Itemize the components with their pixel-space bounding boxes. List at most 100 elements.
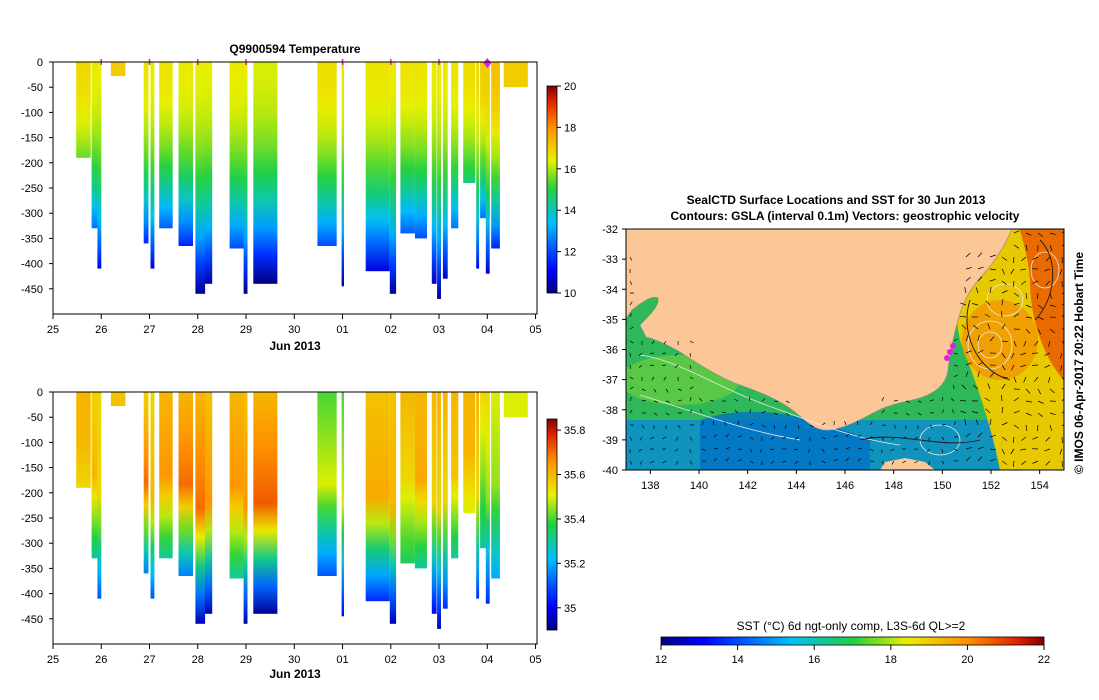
velocity-vector (881, 397, 884, 402)
velocity-vector (661, 352, 667, 354)
velocity-vector (1020, 436, 1027, 441)
velocity-vector (905, 400, 910, 403)
y-tick-label: -250 (21, 183, 43, 195)
velocity-vector (773, 400, 779, 402)
velocity-vector (794, 448, 799, 451)
velocity-vector (629, 326, 634, 330)
x-tick-label: 05 (529, 324, 541, 336)
velocity-vector (653, 412, 658, 416)
lon-tick-label: 148 (884, 480, 902, 492)
velocity-vector (857, 447, 862, 450)
sst-map: SealCTD Surface Locations and SST for 30… (602, 193, 1086, 666)
profile-column (76, 62, 91, 158)
salinity-colorbar (546, 418, 558, 631)
velocity-vector (869, 421, 873, 426)
x-tick-label: 27 (143, 324, 155, 336)
lat-tick-label: -34 (602, 284, 618, 296)
velocity-vector (722, 411, 727, 414)
velocity-vector (689, 364, 692, 369)
velocity-vector (770, 460, 775, 464)
velocity-vector (675, 460, 679, 465)
velocity-vector (1049, 232, 1056, 235)
velocity-vector (1048, 340, 1051, 347)
velocity-vector (965, 432, 971, 438)
velocity-vector (1025, 232, 1032, 236)
lon-tick-label: 140 (690, 480, 708, 492)
velocity-vector (662, 460, 667, 464)
velocity-vector (689, 340, 694, 344)
velocity-vector (917, 412, 922, 416)
velocity-vector (977, 335, 980, 342)
y-tick-label: -450 (21, 614, 43, 626)
velocity-vector (1025, 328, 1031, 334)
velocity-vector (677, 388, 682, 391)
velocity-vector (845, 447, 850, 450)
lat-tick-label: -32 (602, 224, 618, 236)
velocity-vector (1049, 412, 1056, 416)
velocity-vector (821, 460, 826, 464)
velocity-vector (881, 460, 885, 465)
x-tick-label: 02 (385, 654, 397, 666)
velocity-vector (1013, 410, 1020, 414)
velocity-vector (653, 400, 658, 403)
velocity-vector (797, 424, 800, 429)
lat-tick-label: -33 (602, 254, 618, 266)
velocity-vector (833, 435, 838, 438)
profile-column (243, 62, 248, 294)
velocity-vector (881, 409, 885, 414)
dark-gsla-contours (859, 239, 1054, 444)
velocity-vector (1013, 256, 1015, 264)
profile-column (503, 392, 528, 418)
x-tick-label: 25 (47, 654, 59, 666)
velocity-vector (1061, 411, 1064, 414)
velocity-vector (1001, 422, 1008, 426)
profile-column (195, 392, 206, 624)
velocity-vector (639, 436, 643, 441)
velocity-vector (929, 424, 933, 429)
velocity-vector (1049, 388, 1055, 394)
y-tick-label: -50 (27, 82, 43, 94)
lat-tick-label: -39 (602, 435, 618, 447)
x-tick-label: 29 (240, 324, 252, 336)
velocity-vector (1032, 256, 1039, 260)
velocity-vector (1013, 292, 1020, 297)
velocity-vector (1044, 448, 1051, 452)
velocity-vector (977, 456, 983, 462)
velocity-vector (1010, 268, 1015, 275)
profile-column (97, 392, 102, 599)
profile-column (317, 392, 337, 576)
velocity-vector (641, 424, 645, 429)
velocity-vector (650, 460, 655, 464)
velocity-vector (965, 447, 972, 450)
y-tick-label: -400 (21, 589, 43, 601)
velocity-vector (881, 436, 884, 441)
velocity-vector (1037, 292, 1039, 300)
velocity-vector (761, 411, 766, 414)
velocity-vector (1025, 424, 1028, 431)
velocity-vector (1001, 364, 1006, 371)
velocity-vector (689, 352, 692, 357)
velocity-vector (629, 256, 633, 261)
velocity-vector (1001, 280, 1007, 285)
velocity-vector (964, 287, 967, 294)
velocity-vector (844, 421, 847, 426)
velocity-vector (725, 447, 730, 450)
map-side-label: © IMOS 06-Apr-2017 20:22 Hobart Time (1072, 252, 1086, 474)
velocity-vector (785, 400, 790, 404)
velocity-vector (638, 352, 643, 356)
x-tick-label: 05 (529, 654, 541, 666)
velocity-vector (701, 421, 705, 426)
profile-column (317, 62, 337, 246)
velocity-vector (689, 386, 694, 390)
velocity-vector (651, 376, 655, 381)
profile-column (437, 392, 441, 629)
velocity-vector (1020, 268, 1027, 271)
profile-column (389, 62, 397, 294)
velocity-vector (989, 448, 996, 451)
velocity-vector (975, 287, 979, 294)
velocity-vector (1001, 268, 1006, 275)
profile-column (442, 392, 448, 609)
profile-column (451, 392, 459, 559)
profile-column (91, 392, 100, 559)
